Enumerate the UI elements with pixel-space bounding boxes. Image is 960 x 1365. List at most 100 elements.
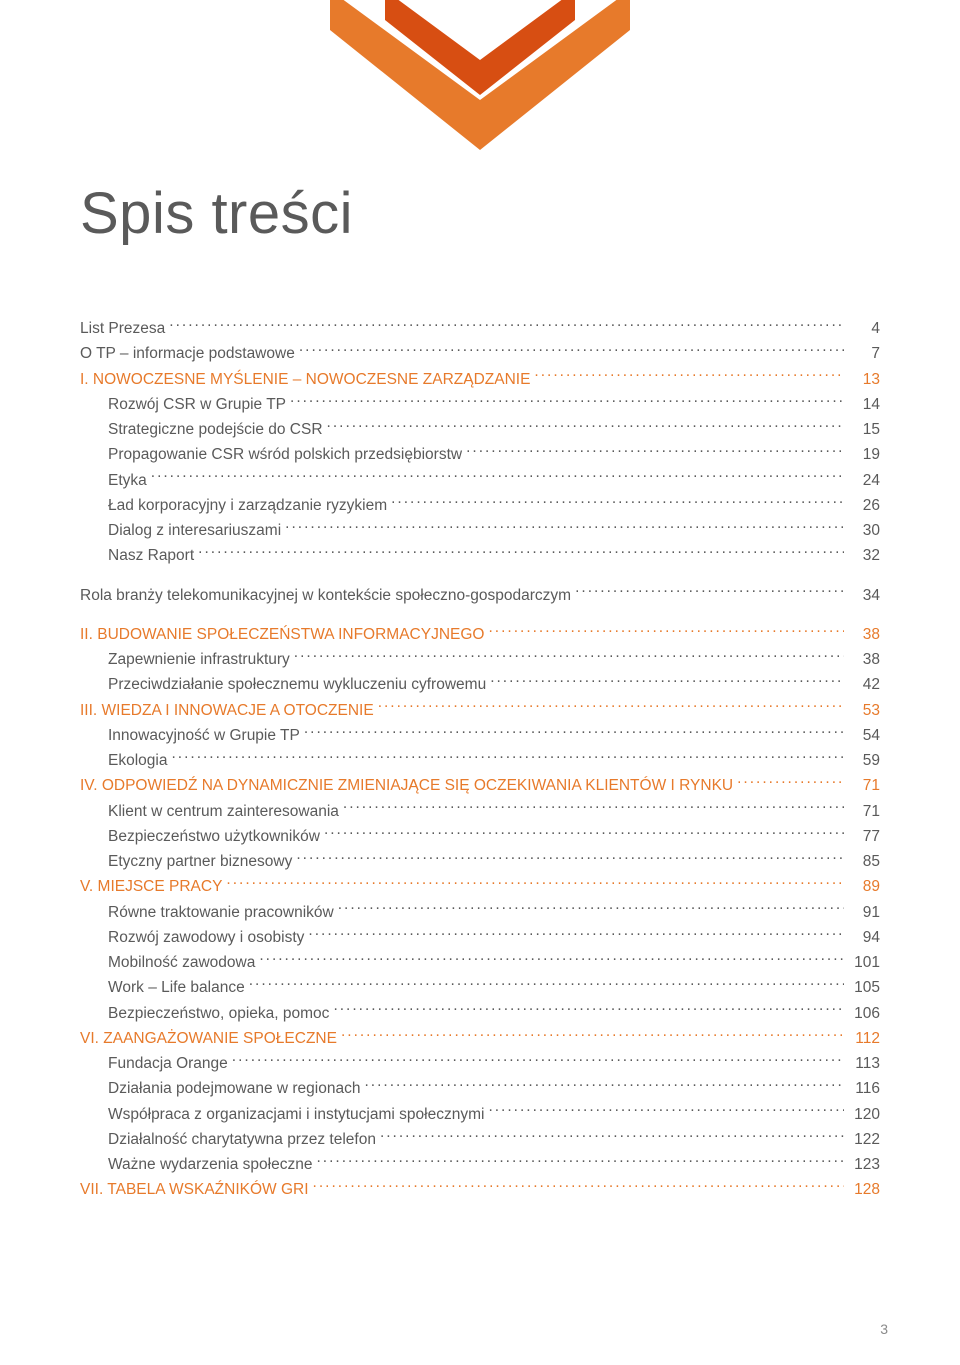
- toc-label: II. BUDOWANIE SPOŁECZEŃSTWA INFORMACYJNE…: [80, 623, 484, 646]
- toc-label: Zapewnienie infrastruktury: [108, 648, 290, 671]
- toc-page: 4: [848, 317, 880, 340]
- toc-leader: [285, 520, 844, 536]
- toc-leader: [466, 444, 844, 460]
- toc-leader: [226, 876, 844, 892]
- toc-page: 38: [848, 648, 880, 671]
- toc-leader: [737, 775, 844, 791]
- toc-page: 30: [848, 519, 880, 542]
- toc-page: 38: [848, 623, 880, 646]
- toc-leader: [169, 318, 844, 334]
- toc-label: Ważne wydarzenia społeczne: [108, 1153, 312, 1176]
- toc-page: 113: [848, 1052, 880, 1075]
- toc-leader: [364, 1078, 844, 1094]
- toc-page: 53: [848, 699, 880, 722]
- toc-leader: [304, 724, 844, 740]
- toc-leader: [290, 393, 844, 409]
- toc-heading-row: I. NOWOCZESNE MYŚLENIE – NOWOCZESNE ZARZ…: [80, 368, 880, 391]
- toc-label: Rozwój zawodowy i osobisty: [108, 926, 304, 949]
- toc-row: Mobilność zawodowa101: [80, 951, 880, 974]
- toc-label: Nasz Raport: [108, 544, 194, 567]
- toc-leader: [490, 674, 844, 690]
- toc-label: Działania podejmowane w regionach: [108, 1077, 360, 1100]
- toc-label: Bezpieczeństwo użytkowników: [108, 825, 320, 848]
- toc-label: Ekologia: [108, 749, 167, 772]
- toc-page: 112: [848, 1027, 880, 1050]
- toc-row: Work – Life balance105: [80, 976, 880, 999]
- toc-row: Klient w centrum zainteresowania 71: [80, 800, 880, 823]
- toc-label: I. NOWOCZESNE MYŚLENIE – NOWOCZESNE ZARZ…: [80, 368, 530, 391]
- toc-label: Klient w centrum zainteresowania: [108, 800, 339, 823]
- toc-page: 54: [848, 724, 880, 747]
- toc-page: 34: [848, 584, 880, 607]
- toc-label: IV. ODPOWIEDŹ NA DYNAMICZNIE ZMIENIAJĄCE…: [80, 774, 733, 797]
- toc-label: List Prezesa: [80, 317, 165, 340]
- toc-page: 89: [848, 875, 880, 898]
- toc-leader: [249, 977, 844, 993]
- toc-row: Strategiczne podejście do CSR 15: [80, 418, 880, 441]
- toc-row: Innowacyjność w Grupie TP 54: [80, 724, 880, 747]
- toc-leader: [378, 699, 844, 715]
- toc-leader: [151, 469, 844, 485]
- toc-row: Bezpieczeństwo użytkowników77: [80, 825, 880, 848]
- toc-row: Propagowanie CSR wśród polskich przedsię…: [80, 443, 880, 466]
- toc-heading-row: IV. ODPOWIEDŹ NA DYNAMICZNIE ZMIENIAJĄCE…: [80, 774, 880, 797]
- toc-page: 7: [848, 342, 880, 365]
- toc-page: 71: [848, 800, 880, 823]
- page-title: Spis treści: [80, 180, 880, 247]
- toc-row: Etyka24: [80, 469, 880, 492]
- toc-page: 13: [848, 368, 880, 391]
- toc-page: 106: [848, 1002, 880, 1025]
- toc-page: 116: [848, 1077, 880, 1100]
- toc-row: Rozwój zawodowy i osobisty 94: [80, 926, 880, 949]
- toc-row: Bezpieczeństwo, opieka, pomoc 106: [80, 1002, 880, 1025]
- toc-page: 71: [848, 774, 880, 797]
- toc-leader: [341, 1027, 844, 1043]
- toc-label: Innowacyjność w Grupie TP: [108, 724, 300, 747]
- toc-leader: [299, 343, 844, 359]
- toc-page: 24: [848, 469, 880, 492]
- toc-leader: [296, 851, 844, 867]
- toc-row: Rola branży telekomunikacyjnej w kontekś…: [80, 584, 880, 607]
- toc-page: 91: [848, 901, 880, 924]
- toc-page: 128: [848, 1178, 880, 1201]
- toc-leader: [534, 368, 844, 384]
- toc-label: V. MIEJSCE PRACY: [80, 875, 222, 898]
- toc-label: Rozwój CSR w Grupie TP: [108, 393, 286, 416]
- toc-row: Rozwój CSR w Grupie TP 14: [80, 393, 880, 416]
- toc-heading-row: VII. TABELA WSKAŹNIKÓW GRI128: [80, 1178, 880, 1201]
- toc-leader: [198, 545, 844, 561]
- toc-row: Nasz Raport32: [80, 544, 880, 567]
- toc-row: O TP – informacje podstawowe 7: [80, 342, 880, 365]
- toc-leader: [488, 623, 844, 639]
- toc-label: Bezpieczeństwo, opieka, pomoc: [108, 1002, 329, 1025]
- toc-row: Ważne wydarzenia społeczne123: [80, 1153, 880, 1176]
- toc-label: VI. ZAANGAŻOWANIE SPOŁECZNE: [80, 1027, 337, 1050]
- toc-page: 120: [848, 1103, 880, 1126]
- toc-leader: [324, 825, 844, 841]
- toc-heading-row: II. BUDOWANIE SPOŁECZEŃSTWA INFORMACYJNE…: [80, 623, 880, 646]
- toc-row: Ekologia 59: [80, 749, 880, 772]
- toc-row: Działalność charytatywna przez telefon12…: [80, 1128, 880, 1151]
- toc-leader: [294, 649, 844, 665]
- toc-label: Przeciwdziałanie społecznemu wykluczeniu…: [108, 673, 486, 696]
- toc-page: 42: [848, 673, 880, 696]
- toc-label: Etyczny partner biznesowy: [108, 850, 292, 873]
- toc-page: 14: [848, 393, 880, 416]
- toc-page: 15: [848, 418, 880, 441]
- toc-label: O TP – informacje podstawowe: [80, 342, 295, 365]
- toc-leader: [327, 419, 844, 435]
- toc-label: Fundacja Orange: [108, 1052, 228, 1075]
- toc-row: Równe traktowanie pracowników91: [80, 901, 880, 924]
- toc-label: Współpraca z organizacjami i instytucjam…: [108, 1103, 484, 1126]
- toc-heading-row: V. MIEJSCE PRACY 89: [80, 875, 880, 898]
- toc-label: III. WIEDZA I INNOWACJE A OTOCZENIE: [80, 699, 374, 722]
- toc-label: Propagowanie CSR wśród polskich przedsię…: [108, 443, 462, 466]
- toc-row: Działania podejmowane w regionach 116: [80, 1077, 880, 1100]
- toc-page: 94: [848, 926, 880, 949]
- toc-label: Strategiczne podejście do CSR: [108, 418, 323, 441]
- toc-page: 122: [848, 1128, 880, 1151]
- toc-row: Współpraca z organizacjami i instytucjam…: [80, 1103, 880, 1126]
- toc-label: Dialog z interesariuszami: [108, 519, 281, 542]
- toc-row: Ład korporacyjny i zarządzanie ryzykiem2…: [80, 494, 880, 517]
- toc-page: 59: [848, 749, 880, 772]
